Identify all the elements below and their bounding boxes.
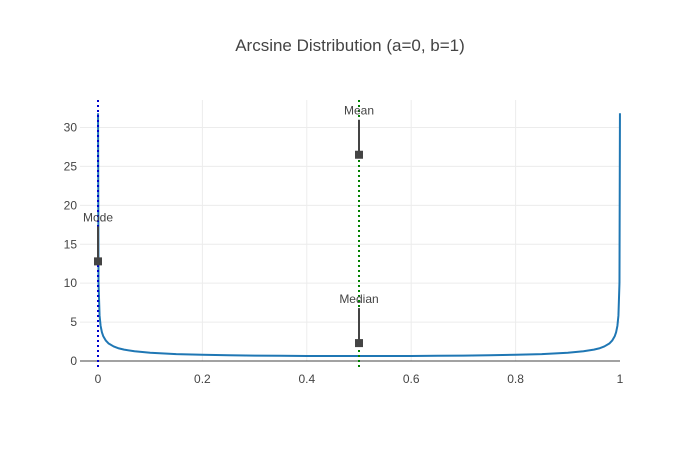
x-tick-label: 0 xyxy=(95,372,102,386)
x-tick-label: 0.2 xyxy=(194,372,211,386)
x-tick-label: 0.6 xyxy=(403,372,420,386)
x-tick-label: 0.8 xyxy=(507,372,524,386)
grid-layer xyxy=(80,100,620,362)
y-tick-label: 30 xyxy=(64,121,78,135)
y-tick-label: 15 xyxy=(64,237,78,251)
annotation-label: Median xyxy=(339,292,378,306)
x-tick-label: 0.4 xyxy=(298,372,315,386)
y-tick-label: 20 xyxy=(64,198,78,212)
annotation-label: Mean xyxy=(344,104,374,118)
y-tick-label: 5 xyxy=(70,315,77,329)
annotation-marker xyxy=(355,150,363,159)
x-axis-ticks: 0 0.2 0.4 0.6 0.8 1 xyxy=(95,372,624,386)
annotation-layer: Mean Mode Median xyxy=(83,104,379,348)
chart-title: Arcsine Distribution (a=0, b=1) xyxy=(235,36,465,55)
y-axis-ticks: 0 5 10 15 20 25 30 xyxy=(64,121,78,369)
annotation-marker xyxy=(355,339,363,348)
y-tick-label: 10 xyxy=(64,276,78,290)
y-tick-label: 25 xyxy=(64,159,78,173)
annotation-marker xyxy=(94,257,102,266)
y-tick-label: 0 xyxy=(70,354,77,368)
x-tick-label: 1 xyxy=(617,372,624,386)
annotation-label: Mode xyxy=(83,210,113,224)
